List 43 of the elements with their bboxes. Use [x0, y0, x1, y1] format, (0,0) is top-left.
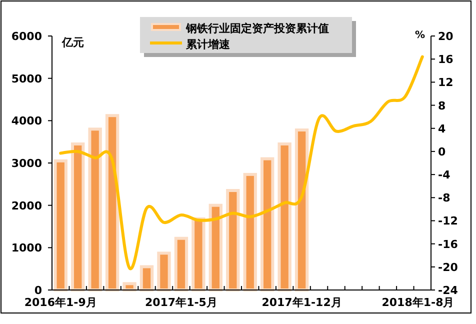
bar — [226, 189, 240, 292]
y2-axis-title: % — [414, 30, 425, 41]
x-tick-label: 2016年1-9月 — [24, 296, 97, 309]
y2-tick-label: 0 — [438, 145, 446, 158]
bar — [88, 128, 102, 292]
bar — [260, 157, 274, 292]
bar — [105, 114, 120, 292]
y2-tick-label: 16 — [438, 53, 454, 66]
y2-tick-label: -16 — [438, 238, 458, 251]
legend-label: 累计增速 — [185, 38, 231, 51]
bar — [278, 142, 292, 292]
bar — [54, 159, 68, 292]
x-tick-label: 2018年1-8月 — [382, 296, 454, 309]
bar — [122, 282, 136, 292]
bar — [157, 252, 171, 292]
x-tick-label: 2017年1-5月 — [144, 296, 218, 309]
y2-tick-label: -24 — [438, 284, 458, 297]
y-axis-title: 亿元 — [61, 36, 84, 49]
y2-tick-label: 4 — [438, 122, 446, 136]
bar — [140, 265, 154, 292]
y-tick-label: 0 — [34, 284, 42, 297]
y-tick-label: 2000 — [11, 199, 42, 212]
bar — [243, 172, 257, 292]
bar — [71, 142, 85, 292]
y-tick-label: 5000 — [11, 72, 42, 86]
y-tick-label: 3000 — [11, 157, 42, 170]
y2-tick-label: 8 — [438, 99, 446, 112]
bar — [294, 128, 309, 292]
y-tick-label: 4000 — [11, 114, 42, 128]
y2-tick-label: -8 — [438, 192, 450, 205]
bar — [208, 204, 222, 292]
bar — [192, 217, 206, 292]
y2-tick-label: 12 — [438, 76, 454, 90]
legend-label: 钢铁行业固定资产投资累计值 — [185, 22, 329, 35]
y2-tick-label: -12 — [438, 214, 458, 228]
y2-tick-label: -4 — [438, 168, 451, 182]
x-tick-label: 2017年1-12月 — [262, 296, 342, 309]
y2-tick-label: -20 — [438, 260, 458, 274]
y2-tick-label: 20 — [438, 30, 454, 43]
y-tick-label: 1000 — [11, 242, 42, 255]
y-tick-label: 6000 — [11, 30, 42, 43]
line-series — [59, 55, 424, 270]
bar — [174, 236, 188, 292]
